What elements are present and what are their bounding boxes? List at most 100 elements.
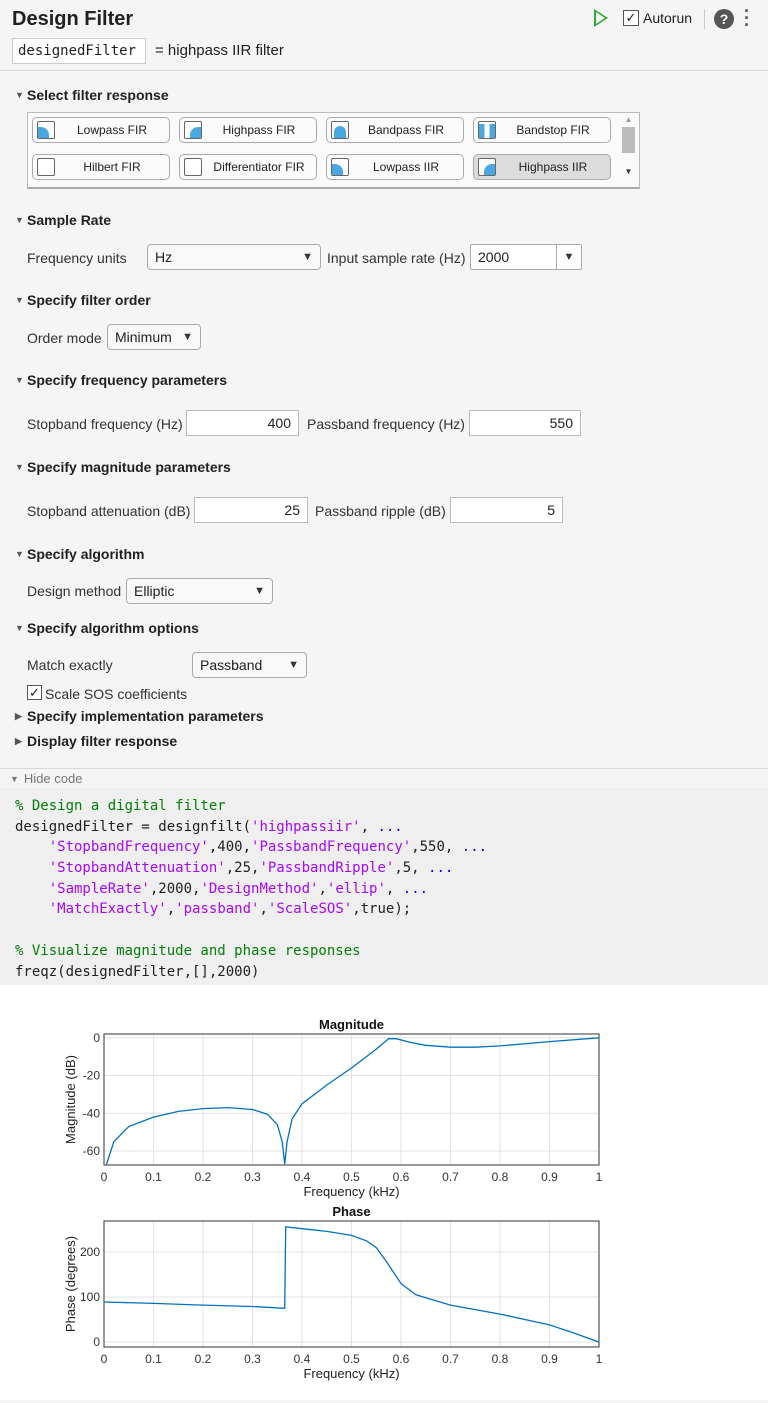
section-algorithm-options[interactable]: ▼ Specify algorithm options xyxy=(15,620,199,636)
x-axis-label: Frequency (kHz) xyxy=(303,1366,399,1381)
design-method-dropdown[interactable]: Elliptic ▼ xyxy=(126,578,273,604)
x-tick-label: 0.1 xyxy=(145,1170,162,1184)
divider xyxy=(704,9,705,29)
freqz-plots: 0 0.1 0.2 0.3 0.4 0.5 0.6 0.7 0.8 0.9 1 0 -20 -40 -60 M… xyxy=(63,1017,603,1381)
filter-button-differentiator-fir[interactable]: Differentiator FIR xyxy=(179,154,317,180)
section-implementation-parameters[interactable]: ▶ Specify implementation parameters xyxy=(15,708,264,724)
x-tick-label: 0.2 xyxy=(195,1352,212,1366)
section-label: Display filter response xyxy=(27,733,178,749)
code-line: 'StopbandAttenuation',25,'PassbandRipple… xyxy=(15,858,753,879)
help-icon[interactable]: ? xyxy=(714,9,734,29)
stopband-frequency-label: Stopband frequency (Hz) xyxy=(27,416,183,432)
selected-value: Elliptic xyxy=(134,583,175,599)
selected-value: Passband xyxy=(200,657,263,673)
code-line: designedFilter = designfilt('highpassiir… xyxy=(15,817,753,838)
expand-triangle-icon: ▼ xyxy=(15,549,24,559)
section-sample-rate[interactable]: ▼ Sample Rate xyxy=(15,212,111,228)
filter-button-label: Bandpass FIR xyxy=(367,123,445,137)
header-divider xyxy=(0,70,768,71)
chevron-down-icon[interactable]: ▼ xyxy=(556,245,581,269)
task-title: Design Filter xyxy=(12,8,134,30)
code-token-comment: % Visualize magnitude and phase response… xyxy=(15,942,361,959)
x-tick-label: 0.6 xyxy=(393,1170,410,1184)
bandstop-fir-icon xyxy=(478,121,496,139)
section-magnitude-parameters[interactable]: ▼ Specify magnitude parameters xyxy=(15,459,231,475)
match-exactly-label: Match exactly xyxy=(27,657,113,673)
chevron-down-icon: ▼ xyxy=(254,585,265,597)
more-options-icon[interactable]: · · · xyxy=(744,1,750,35)
filter-button-bandpass-fir[interactable]: Bandpass FIR xyxy=(326,117,464,143)
hilbert-fir-icon xyxy=(37,158,55,176)
output-variable-field[interactable]: designedFilter xyxy=(12,38,146,64)
code-token-str: 'SampleRate' xyxy=(48,880,150,897)
expand-triangle-icon: ▼ xyxy=(15,295,24,305)
section-label: Sample Rate xyxy=(27,212,112,228)
code-token-str: 'ellip' xyxy=(326,880,386,897)
code-token-str: 'highpassiir' xyxy=(251,818,361,835)
filter-button-highpass-fir[interactable]: Highpass FIR xyxy=(179,117,317,143)
expand-triangle-icon: ▼ xyxy=(15,90,24,100)
filter-button-label: Bandstop FIR xyxy=(516,123,590,137)
order-mode-dropdown[interactable]: Minimum ▼ xyxy=(107,324,201,350)
axes-magnitude: 0 0.1 0.2 0.3 0.4 0.5 0.6 0.7 0.8 0.9 1 0 -20 -40 -60 M… xyxy=(63,1017,603,1199)
x-tick-label: 0.9 xyxy=(541,1352,558,1366)
axes-phase: 0 0.1 0.2 0.3 0.4 0.5 0.6 0.7 0.8 0.9 10100200Phas… xyxy=(63,1204,603,1381)
run-icon[interactable] xyxy=(594,9,608,27)
x-tick-label: 0.4 xyxy=(294,1352,311,1366)
section-filter-response[interactable]: ▼ Select filter response xyxy=(15,87,169,103)
y-axis-label: Phase (degrees) xyxy=(63,1236,78,1332)
x-tick-label: 1 xyxy=(596,1170,603,1184)
axes-box xyxy=(103,1220,600,1348)
filter-button-bandstop-fir[interactable]: Bandstop FIR xyxy=(473,117,611,143)
passband-ripple-input[interactable]: 5 xyxy=(450,497,563,523)
input-sample-rate-combobox[interactable]: 2000 ▼ xyxy=(470,244,582,270)
code-token-cont: ... xyxy=(428,860,454,877)
section-label: Specify filter order xyxy=(27,292,151,308)
section-frequency-parameters[interactable]: ▼ Specify frequency parameters xyxy=(15,372,227,388)
code-line: freqz(designedFilter,[],2000) xyxy=(15,962,753,983)
code-line: % Design a digital filter xyxy=(15,796,753,817)
section-display-filter-response[interactable]: ▶ Display filter response xyxy=(15,733,177,749)
filter-button-label: Hilbert FIR xyxy=(83,160,141,174)
code-token-plain: , xyxy=(259,901,268,918)
code-token-plain xyxy=(15,839,49,855)
selected-value: Minimum xyxy=(115,329,172,345)
code-token-str: 'PassbandRipple' xyxy=(259,860,395,877)
code-line: 'StopbandFrequency',400,'PassbandFrequen… xyxy=(15,837,753,858)
code-token-plain: ,550, xyxy=(411,839,462,856)
passband-frequency-input[interactable]: 550 xyxy=(469,410,581,436)
scale-sos-checkbox[interactable]: ✓ xyxy=(27,685,42,700)
filter-button-label: Lowpass FIR xyxy=(76,123,148,137)
code-token-plain: ,true); xyxy=(352,901,412,918)
section-algorithm[interactable]: ▼ Specify algorithm xyxy=(15,546,144,562)
section-label: Select filter response xyxy=(27,87,169,103)
code-block[interactable]: % Design a digital filter designedFilter … xyxy=(0,788,768,985)
code-token-str: 'ScaleSOS' xyxy=(267,901,353,918)
hide-code-toggle[interactable]: ▼ Hide code xyxy=(10,771,82,787)
section-label: Specify algorithm xyxy=(27,546,145,562)
section-label: Specify frequency parameters xyxy=(27,372,227,388)
axes-title: Phase xyxy=(332,1204,370,1219)
stopband-frequency-input[interactable]: 400 xyxy=(186,410,299,436)
selected-value: Hz xyxy=(155,249,173,265)
stopband-attenuation-input[interactable]: 25 xyxy=(194,497,308,523)
y-tick-label: 100 xyxy=(80,1290,100,1304)
code-token-plain xyxy=(15,901,49,917)
filter-response-gallery: ▲ ▼ Lowpass FIR Highpass FIR Bandpass FIR B… xyxy=(27,112,640,189)
filter-button-lowpass-iir[interactable]: Lowpass IIR xyxy=(326,154,464,180)
autorun-checkbox[interactable]: ✓ xyxy=(623,10,639,26)
match-exactly-dropdown[interactable]: Passband ▼ xyxy=(192,652,307,678)
filter-button-hilbert-fir[interactable]: Hilbert FIR xyxy=(32,154,170,180)
code-token-cont: ... xyxy=(461,839,488,856)
x-tick-label: 0.1 xyxy=(145,1352,162,1366)
filter-button-highpass-iir[interactable]: Highpass IIR xyxy=(473,154,611,180)
chevron-down-icon: ▼ xyxy=(302,251,313,263)
code-token-plain: ,400, xyxy=(208,839,252,856)
gallery-scrollbar[interactable]: ▲ ▼ xyxy=(620,115,637,185)
frequency-units-dropdown[interactable]: Hz ▼ xyxy=(147,244,321,270)
section-filter-order[interactable]: ▼ Specify filter order xyxy=(15,292,151,308)
x-tick-label: 0.2 xyxy=(195,1170,212,1184)
filter-button-lowpass-fir[interactable]: Lowpass FIR xyxy=(32,117,170,143)
y-axis-label: Magnitude (dB) xyxy=(63,1055,78,1144)
section-label: Specify magnitude parameters xyxy=(27,459,231,475)
